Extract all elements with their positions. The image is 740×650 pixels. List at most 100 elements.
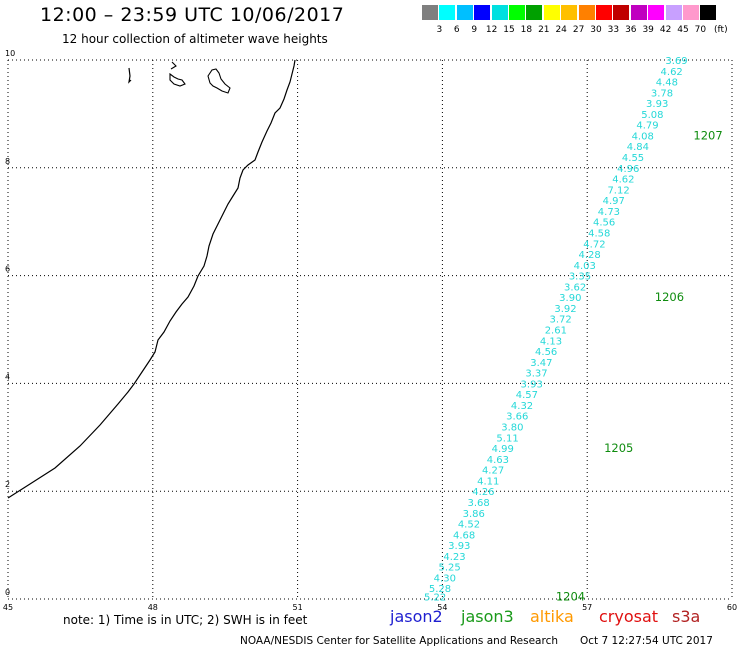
swh-value-label: 4.03 (574, 261, 596, 272)
pass-time-labels: 1207 1206 1205 1204 (556, 128, 723, 603)
swh-value-label: 5.22 (424, 592, 446, 603)
swh-value-label: 4.23 (443, 552, 465, 563)
swh-track: 3.694.624.483.783.935.084.794.084.844.55… (424, 56, 688, 603)
swh-value-label: 7.12 (607, 185, 629, 196)
colorbar-swatch (648, 5, 665, 20)
swh-value-label: 4.56 (593, 218, 615, 229)
swh-value-label: 3.86 (463, 509, 485, 520)
y-tick-label: 0 (5, 588, 10, 597)
swh-value-label: 2.61 (545, 326, 567, 337)
mission-s3a: s3a (672, 607, 701, 626)
colorbar-tick-label: 30 (590, 25, 602, 35)
swh-value-label: 4.97 (603, 196, 625, 207)
island-abd-al-kuri (128, 67, 132, 84)
units-note: note: 1) Time is in UTC; 2) SWH is in fe… (63, 613, 308, 627)
colorbar-swatch (561, 5, 578, 20)
swh-value-label: 4.72 (583, 239, 605, 250)
mission-jason2: jason2 (390, 607, 443, 626)
footer-timestamp: Oct 7 12:27:54 UTC 2017 (580, 635, 713, 647)
colorbar-tick-label: 24 (555, 25, 567, 35)
y-tick-label: 2 (5, 480, 10, 489)
swh-value-label: 4.96 (617, 164, 639, 175)
swh-value-label: 3.90 (559, 293, 581, 304)
colorbar-swatch (526, 5, 543, 20)
colorbar-tick-label: 33 (607, 25, 620, 35)
swh-value-label: 3.78 (651, 88, 673, 99)
mission-jason3: jason3 (461, 607, 514, 626)
swh-value-label: 4.32 (511, 401, 533, 412)
chart-title: 12:00 – 23:59 UTC 10/06/2017 (40, 4, 345, 26)
x-tick-label: 54 (437, 603, 447, 610)
swh-value-label: 5.28 (429, 584, 451, 595)
swh-value-label: 4.57 (516, 390, 538, 401)
colorbar-swatch (474, 5, 491, 20)
island-samhah-darsah (169, 61, 186, 87)
swh-value-label: 3.47 (530, 358, 552, 369)
swh-value-label: 3.62 (564, 282, 586, 293)
swh-value-label: 3.92 (554, 304, 576, 315)
swh-value-label: 4.11 (477, 476, 499, 487)
swh-value-label: 4.63 (487, 455, 509, 466)
swh-value-label: 5.25 (439, 563, 461, 574)
swh-value-label: 4.62 (661, 67, 683, 78)
colorbar-tick-label: 27 (572, 25, 585, 35)
colorbar-swatch (422, 5, 438, 20)
x-tick-label: 60 (727, 603, 737, 610)
colorbar-tick-label: 36 (625, 25, 637, 35)
colorbar-swatch (578, 5, 595, 20)
swh-value-label: 4.58 (588, 228, 610, 239)
island-socotra (207, 68, 231, 94)
swh-value-label: 3.93 (448, 541, 470, 552)
colorbar-swatch (491, 5, 508, 20)
swh-value-label: 3.66 (506, 412, 528, 423)
footer-credit: NOAA/NESDIS Center for Satellite Applica… (240, 635, 558, 647)
x-tick-label: 45 (3, 603, 13, 610)
swh-value-label: 4.52 (458, 520, 480, 531)
swh-value-label: 3.37 (525, 369, 547, 380)
colorbar-swatch (700, 5, 717, 20)
colorbar-swatch (439, 5, 456, 20)
colorbar-tick-label: 12 (485, 25, 498, 35)
swh-value-label: 5.11 (496, 433, 518, 444)
y-tick-label: 10 (5, 49, 15, 58)
colorbar-tick-label: 39 (642, 25, 654, 35)
colorbar-tick-label: 15 (503, 25, 515, 35)
swh-value-label: 3.35 (569, 272, 591, 283)
y-tick-label: 8 (5, 157, 10, 166)
land-coastline (7, 59, 296, 499)
swh-value-label: 4.48 (656, 78, 678, 89)
swh-value-label: 4.30 (434, 573, 456, 584)
swh-value-label: 3.69 (665, 56, 687, 67)
colorbar-unit-label: (ft) (714, 25, 728, 35)
colorbar-tick-label: 18 (520, 25, 533, 35)
pass-time-label: 1207 (693, 128, 722, 142)
colorbar-tick-label: 6 (453, 25, 460, 35)
colorbar-swatch (665, 5, 682, 20)
y-tick-label: 4 (5, 372, 10, 381)
colorbar-tick-label: 21 (538, 25, 550, 35)
y-tick-label: 6 (5, 265, 10, 274)
map-grid (7, 59, 733, 600)
swh-value-label: 3.93 (646, 99, 668, 110)
pass-time-label: 1204 (556, 589, 585, 603)
mission-altika: altika (530, 607, 574, 626)
swh-value-label: 4.73 (598, 207, 620, 218)
swh-value-label: 3.80 (501, 423, 523, 434)
chart-subtitle: 12 hour collection of altimeter wave hei… (62, 32, 328, 46)
pass-time-label: 1205 (604, 441, 633, 455)
swh-value-label: 4.68 (453, 530, 475, 541)
colorbar-swatch (596, 5, 612, 20)
x-tick-label: 48 (148, 603, 158, 610)
colorbar-tick-label: 3 (436, 25, 443, 35)
coastline-somalia (7, 59, 296, 499)
colorbar-tick-label: 9 (471, 25, 478, 35)
swh-value-label: 3.68 (467, 498, 489, 509)
colorbar-swatch (630, 5, 647, 20)
swh-value-label: 3.93 (521, 379, 543, 390)
swh-value-label: 4.55 (622, 153, 644, 164)
colorbar-swatch (683, 5, 699, 20)
swh-value-label: 4.84 (627, 142, 649, 153)
colorbar-swatch (613, 5, 630, 20)
swh-value-label: 3.72 (550, 315, 572, 326)
